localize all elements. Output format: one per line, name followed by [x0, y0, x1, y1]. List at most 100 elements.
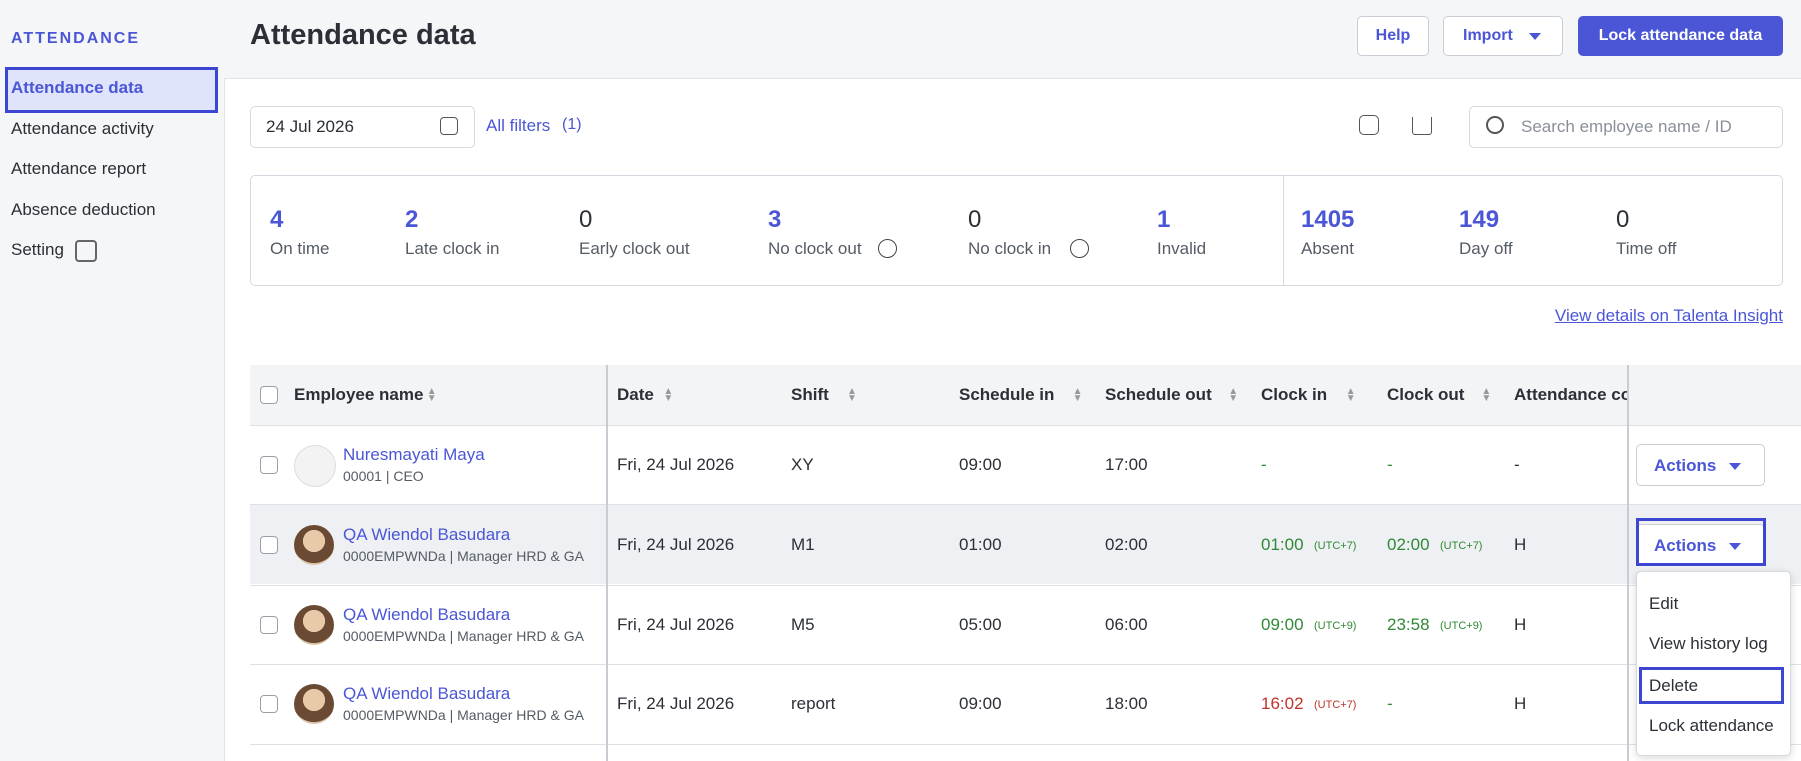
header-checkbox[interactable]	[260, 386, 278, 404]
employee-name[interactable]: Nuresmayati Maya	[343, 444, 485, 464]
nav-active-bg	[5, 67, 218, 113]
cell-date: Fri, 24 Jul 2026	[617, 614, 735, 634]
stat-value: 2	[405, 206, 419, 233]
column-header[interactable]: Clock out	[1387, 385, 1465, 404]
filter-count: (1)	[562, 116, 582, 133]
sticky-divider	[606, 365, 608, 761]
row-highlight	[250, 505, 1801, 584]
column-header[interactable]: Date	[617, 385, 654, 404]
employee-name[interactable]: QA Wiendol Basudara	[343, 524, 511, 544]
delete-highlight	[1639, 667, 1784, 704]
column-header[interactable]: Clock in	[1261, 385, 1328, 404]
menu-item[interactable]: Edit	[1649, 594, 1679, 613]
column-header[interactable]: Schedule in	[959, 385, 1055, 404]
timezone: (UTC+7)	[1314, 699, 1357, 711]
row-line	[250, 744, 1801, 745]
stat-label: No clock out	[768, 239, 862, 258]
row-checkbox[interactable]	[260, 695, 278, 713]
row-line	[250, 664, 1801, 665]
menu-item[interactable]: View history log	[1649, 634, 1768, 653]
stat-value: 4	[270, 206, 284, 233]
stat-value: 149	[1459, 206, 1500, 233]
stat-label: Absent	[1301, 239, 1354, 258]
employee-meta: 0000EMPWNDa | Manager HRD & GA	[343, 707, 584, 723]
caret	[1529, 33, 1541, 46]
cell-clock-in: 16:02	[1261, 694, 1304, 713]
cell-code: -	[1514, 454, 1520, 474]
column-header[interactable]: Shift	[791, 385, 829, 404]
cell-shift: XY	[791, 454, 814, 474]
stat-label: Early clock out	[579, 239, 690, 258]
row-checkbox[interactable]	[260, 535, 278, 554]
stat-value: 1405	[1301, 206, 1355, 233]
caret	[1729, 542, 1741, 556]
nav-item[interactable]: Setting	[11, 240, 64, 259]
sort-icon: ▲ ▼	[426, 386, 437, 404]
row-line	[250, 425, 1801, 426]
cell-shift: report	[791, 694, 836, 713]
cell-clock-out: -	[1387, 454, 1393, 474]
page-title: Attendance data	[250, 19, 476, 51]
actions-button[interactable]: Actions	[1636, 443, 1765, 486]
row-checkbox[interactable]	[260, 615, 278, 634]
header-button[interactable]: Import	[1443, 16, 1563, 56]
filters-link[interactable]: All filters	[486, 116, 551, 135]
export-icon[interactable]	[1412, 117, 1432, 135]
stat-value: 0	[579, 206, 593, 233]
column-header[interactable]: Schedule out	[1105, 385, 1212, 404]
timezone: (UTC+7)	[1440, 539, 1483, 552]
avatar	[294, 604, 334, 645]
cell-clock-in: 09:00	[1261, 614, 1304, 634]
info-icon	[1069, 239, 1089, 258]
row-checkbox[interactable]	[260, 455, 278, 474]
sort-icon: ▲ ▼	[1072, 386, 1083, 404]
stat-value: 0	[968, 206, 982, 233]
cell-shift: M5	[791, 614, 815, 634]
cell-schedule-out: 06:00	[1105, 614, 1148, 634]
calendar-icon	[440, 117, 458, 135]
sort-icon: ▲ ▼	[1481, 386, 1492, 404]
stats-card	[250, 175, 1783, 286]
caret	[1729, 462, 1741, 476]
sort-icon: ▲ ▼	[1228, 386, 1239, 404]
search-input[interactable]	[1469, 106, 1783, 148]
menu-item[interactable]: Delete	[1649, 676, 1699, 695]
menu-item[interactable]: Lock attendance	[1649, 716, 1774, 735]
avatar	[294, 524, 334, 565]
dropdown-menu	[1636, 571, 1791, 756]
nav-item[interactable]: Attendance report	[11, 159, 147, 178]
row-line	[250, 585, 1801, 586]
actions-button[interactable]: Actions	[1636, 523, 1765, 566]
insight-link[interactable]: View details on Talenta Insight	[1554, 306, 1783, 325]
cell-schedule-out: 17:00	[1105, 454, 1148, 474]
employee-name[interactable]: QA Wiendol Basudara	[343, 684, 511, 703]
info-icon	[878, 239, 898, 258]
cell-date: Fri, 24 Jul 2026	[617, 454, 735, 474]
cell-schedule-in: 09:00	[959, 694, 1002, 713]
column-header[interactable]: Employee name	[294, 385, 424, 404]
settings-icon[interactable]	[1359, 115, 1379, 135]
cell-clock-in: 01:00	[1261, 534, 1304, 554]
column-header: Attendance co	[1514, 385, 1628, 404]
stat-label: Late clock in	[405, 239, 500, 258]
cell-clock-out: 02:00	[1387, 534, 1430, 554]
row-line	[250, 504, 1801, 505]
nav-item[interactable]: Attendance data	[11, 78, 144, 97]
sidebar-heading: ATTENDANCE	[11, 30, 141, 47]
employee-meta: 0000EMPWNDa | Manager HRD & GA	[343, 627, 584, 644]
nav-item[interactable]: Absence deduction	[11, 200, 156, 219]
date-input[interactable]	[250, 106, 475, 148]
cell-schedule-out: 02:00	[1105, 534, 1148, 554]
header-button[interactable]: Lock attendance data	[1578, 16, 1783, 56]
stat-value: 1	[1157, 206, 1171, 233]
nav-item[interactable]: Attendance activity	[11, 119, 154, 138]
stats-divider	[1283, 175, 1284, 286]
stat-value: 3	[768, 206, 782, 233]
employee-name[interactable]: QA Wiendol Basudara	[343, 604, 511, 624]
sort-icon: ▲ ▼	[663, 386, 674, 404]
stat-label: On time	[270, 239, 330, 258]
header-button[interactable]: Help	[1357, 16, 1429, 56]
stat-label: No clock in	[968, 239, 1052, 258]
actions-divider	[1627, 365, 1629, 761]
search-icon	[1486, 116, 1504, 134]
